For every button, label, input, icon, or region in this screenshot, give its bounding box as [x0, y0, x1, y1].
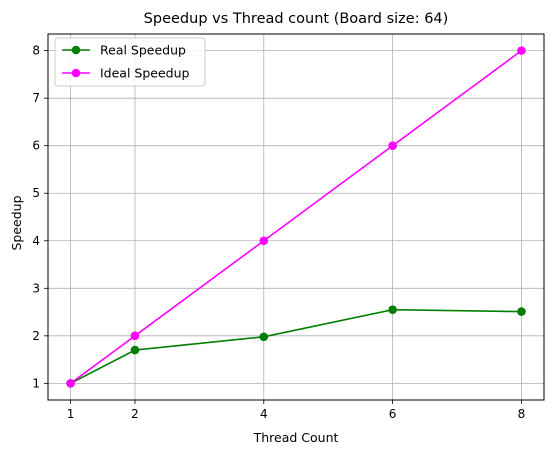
ideal-speedup-legend-label: Ideal Speedup — [100, 66, 190, 81]
y-tick-label: 2 — [32, 329, 40, 343]
ideal-speedup-point — [517, 46, 526, 55]
legend: Real Speedup Ideal Speedup — [54, 37, 206, 87]
legend-box — [54, 37, 206, 87]
real-speedup-point — [388, 305, 397, 314]
y-axis-label: Speedup — [9, 195, 24, 250]
y-tick-label: 4 — [32, 234, 40, 248]
y-tick-label: 8 — [32, 44, 40, 58]
x-tick-label: 8 — [518, 407, 526, 421]
x-tick-label: 6 — [389, 407, 397, 421]
ideal-speedup-point — [259, 236, 269, 246]
x-axis-label: Thread Count — [253, 430, 339, 445]
real-speedup-point — [130, 345, 140, 355]
ideal-speedup-point — [130, 331, 140, 341]
grid-lines — [48, 34, 544, 400]
chart-title: Speedup vs Thread count (Board size: 64) — [144, 11, 449, 27]
x-tick-label: 4 — [260, 407, 268, 421]
real-speedup-point — [259, 332, 269, 342]
x-axis-ticks: 1 2 4 6 8 — [67, 400, 526, 421]
y-tick-label: 1 — [32, 376, 40, 390]
ideal-speedup-legend-marker — [71, 68, 81, 78]
x-tick-label: 1 — [67, 407, 75, 421]
real-speedup-point — [517, 307, 526, 316]
real-speedup-line — [70, 308, 522, 385]
y-tick-label: 6 — [32, 139, 40, 153]
y-axis-ticks: 1 2 3 4 5 6 7 8 — [32, 44, 48, 390]
real-speedup-legend-marker — [71, 45, 81, 55]
ideal-speedup-point — [66, 379, 75, 388]
real-speedup-legend-label: Real Speedup — [100, 43, 186, 58]
plot-frame — [47, 33, 545, 401]
y-tick-label: 5 — [32, 186, 40, 200]
y-tick-label: 7 — [32, 91, 40, 105]
ideal-speedup-point — [388, 141, 397, 151]
x-tick-label: 2 — [131, 407, 139, 421]
series-group — [66, 46, 526, 388]
y-tick-label: 3 — [32, 281, 40, 295]
